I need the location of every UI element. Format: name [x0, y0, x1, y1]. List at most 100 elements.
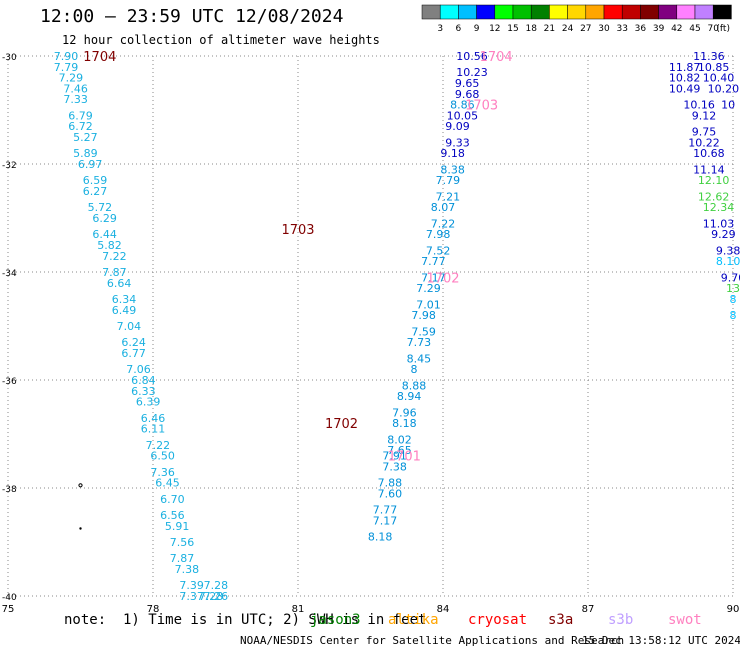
wave-height-value: 6.49: [112, 304, 137, 317]
wave-height-value: 8.02: [387, 433, 412, 446]
colorbar-tick-label: 9: [474, 24, 480, 34]
colorbar-tick-label: 18: [525, 24, 537, 34]
wave-height-value: 12.62: [698, 190, 730, 203]
wave-height-value: 7.26: [204, 590, 229, 603]
wave-height-value: 6.45: [155, 477, 180, 490]
x-tick-label: 81: [292, 604, 305, 615]
legend-cryosat: cryosat: [468, 612, 528, 628]
wave-height-value: 10.85: [698, 61, 730, 74]
x-tick-label: 78: [147, 604, 160, 615]
wave-height-value: 6.77: [121, 347, 146, 360]
wave-height-value: 5.27: [73, 131, 98, 144]
wave-height-value: 7.28: [199, 590, 224, 603]
colorbar-swatch: [712, 4, 732, 20]
wave-height-value: 7.38: [175, 563, 200, 576]
wave-height-value: 6.84: [131, 374, 156, 387]
wave-height-value: 7.88: [378, 477, 403, 490]
wave-height-value: 6.29: [92, 212, 117, 225]
wave-height-value: 7.29: [416, 282, 441, 295]
wave-height-value: 7.01: [416, 298, 441, 311]
wave-height-value: 5.91: [165, 520, 190, 533]
wave-height-value: 6.97: [78, 158, 103, 171]
wave-height-value: 7.29: [59, 72, 84, 85]
wave-height-value: 7.79: [54, 61, 79, 74]
wave-height-value: 8: [411, 363, 418, 376]
wave-height-value: 8: [730, 293, 737, 306]
colorbar-tick-label: 15: [507, 24, 518, 34]
wave-height-value: 7.21: [436, 190, 461, 203]
wave-height-value: 10.20: [708, 82, 740, 95]
wave-height-value: 9.12: [692, 109, 717, 122]
y-tick-label: -30: [2, 53, 17, 63]
wave-height-value: 7.87: [102, 266, 127, 279]
wave-height-value: 9.38: [716, 244, 740, 257]
wave-height-value: 7.17: [421, 271, 446, 284]
x-tick-label: 84: [437, 604, 450, 615]
wave-height-value: 10.23: [456, 66, 488, 79]
wave-height-value: 7.22: [102, 250, 127, 263]
colorbar-tick-label: 42: [671, 24, 682, 34]
wave-height-value: 9.29: [711, 228, 736, 241]
wave-height-value: 10: [721, 99, 735, 112]
wave-height-value: 6.50: [150, 450, 175, 463]
colorbar-tick-label: 12: [489, 24, 500, 34]
wave-height-value: 13: [726, 282, 740, 295]
wave-height-value: 5.82: [97, 239, 122, 252]
wave-height-value: 8.86: [450, 99, 475, 112]
wave-height-value: 9.09: [445, 120, 470, 133]
wave-height-value: 7.98: [426, 228, 451, 241]
colorbar-tick-label: 30: [598, 24, 610, 34]
wave-height-value: 10.05: [447, 109, 479, 122]
wave-height-value: 7.17: [373, 514, 398, 527]
wave-height-value: 7.91: [382, 450, 407, 463]
wave-height-value: 6.11: [141, 423, 166, 436]
wave-height-value: 6.79: [68, 109, 93, 122]
wave-height-value: 7.98: [411, 309, 436, 322]
wave-height-value: 7.73: [407, 336, 432, 349]
y-tick-label: -34: [2, 269, 17, 279]
island-marker: [78, 483, 83, 488]
wave-height-value: 9.70: [721, 271, 740, 284]
x-tick-label: 90: [727, 604, 740, 615]
colorbar-tick-label: 6: [456, 24, 462, 34]
wave-height-value: 5.89: [73, 147, 98, 160]
wave-height-value: 7.77: [373, 504, 398, 517]
wave-height-value: 7.36: [150, 466, 175, 479]
legend-s3b: s3b: [608, 612, 634, 628]
colorbar-tick-label: 27: [580, 24, 591, 34]
footer-note: note: 1) Time is in UTC; 2) SWH is in fe…: [64, 612, 427, 628]
wave-height-value: 11.87: [669, 61, 701, 74]
wave-height-value: 6.27: [83, 185, 108, 198]
wave-height-value: 7.56: [170, 536, 195, 549]
wave-height-value: 9.33: [445, 136, 470, 149]
y-tick-label: -36: [2, 377, 17, 387]
wave-height-value: 7.59: [411, 325, 436, 338]
wave-height-value: 12.34: [703, 201, 735, 214]
wave-height-value: 8.88: [402, 379, 427, 392]
wave-height-value: 6.34: [112, 293, 137, 306]
wave-height-value: 6.56: [160, 509, 185, 522]
chart-subtitle: 12 hour collection of altimeter wave hei…: [62, 33, 380, 47]
legend-jason3: jason3: [310, 612, 361, 628]
updated-timestamp: 15 Dec 13:58:12 UTC 2024: [582, 634, 740, 647]
wave-height-value: 6.33: [131, 385, 156, 398]
wave-height-value: 10.16: [683, 99, 715, 112]
wave-height-value: 8.18: [392, 417, 417, 430]
wave-height-value: 7.60: [378, 487, 403, 500]
wave-height-value: 7.77: [421, 255, 446, 268]
colorbar-tick-label: 3: [437, 24, 443, 34]
wave-height-value: 8.07: [431, 201, 456, 214]
wave-height-value: 9.65: [455, 77, 480, 90]
wave-height-value: 7.38: [382, 460, 407, 473]
x-tick-label: 87: [582, 604, 595, 615]
colorbar-tick-label: 24: [562, 24, 574, 34]
wave-height-value: 11.36: [693, 50, 725, 63]
y-tick-label: -38: [2, 485, 17, 495]
wave-height-value: 6.70: [160, 493, 185, 506]
wave-height-value: 7.22: [146, 439, 171, 452]
colorbar-tick-label: 39: [653, 24, 665, 34]
wave-height-value: 11.14: [693, 163, 725, 176]
pass-number-label: 1704: [83, 50, 116, 65]
wave-height-value: 7.52: [426, 244, 451, 257]
